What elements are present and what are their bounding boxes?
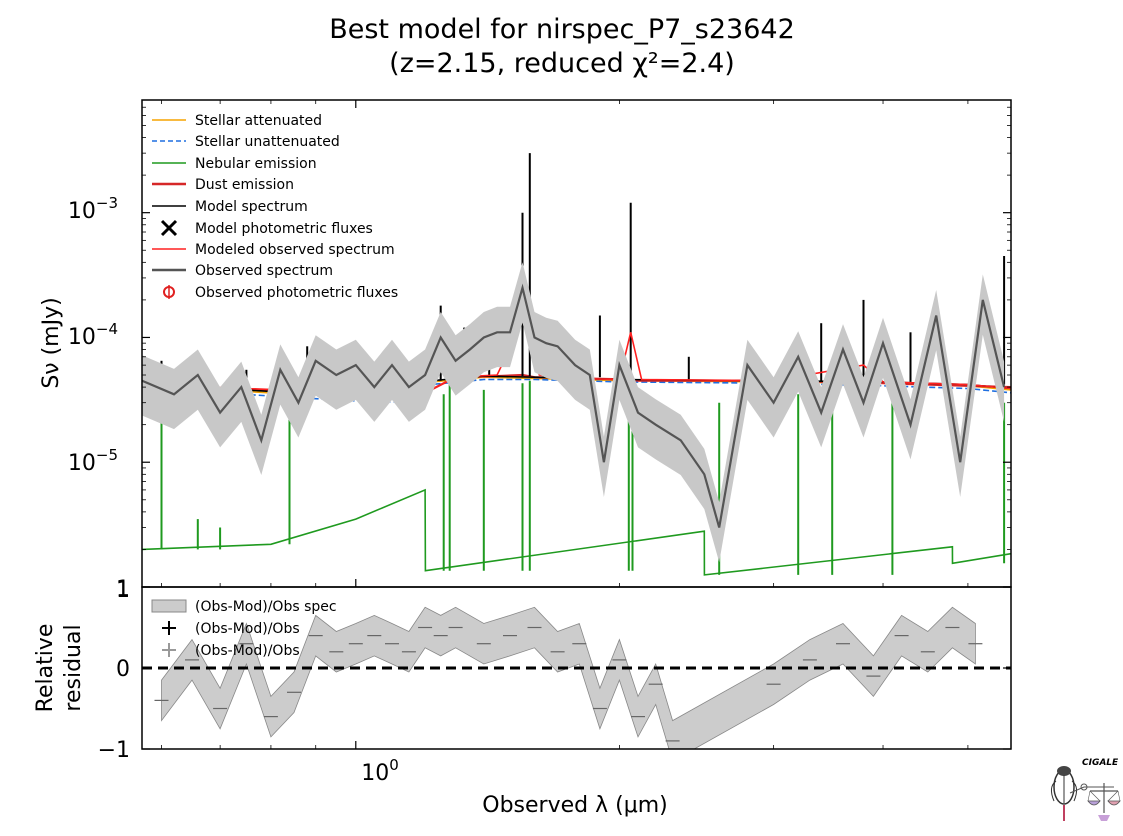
cigale-logo-text: CIGALE	[1082, 758, 1119, 768]
y-axis-label: Sν (mJy)	[39, 297, 64, 388]
legend-marker-observed-photometric-circle	[163, 285, 175, 299]
main-plot-area	[142, 153, 1011, 576]
chart-title-line2: (z=2.15, reduced χ²=2.4)	[389, 48, 735, 79]
series-stellar-unattenuated	[142, 378, 1011, 404]
residual-plot-area	[142, 606, 1011, 749]
legend-label-residual-phot: (Obs-Mod)/Obs	[195, 621, 300, 637]
legend-label-observed-photometric-fluxes: Observed photometric fluxes	[195, 285, 398, 301]
x-axis-label: Observed λ (μm)	[482, 793, 667, 818]
balance-scale-icon	[1087, 783, 1121, 821]
residual-legend: (Obs-Mod)/Obs spec (Obs-Mod)/Obs (Obs-Mo…	[151, 599, 337, 659]
legend-label-modeled-observed-spectrum: Modeled observed spectrum	[195, 242, 395, 258]
legend-marker-residual-plus-grey	[162, 643, 176, 657]
cigale-logo: CIGALE	[1050, 758, 1121, 821]
series-observed-spectrum-band	[142, 262, 1005, 563]
series-nebular-emission	[142, 488, 1011, 576]
xtick-label-1: 100	[361, 756, 399, 786]
ytick-label-1e-5: 10−5	[68, 446, 118, 476]
legend-label-residual-phot-grey: (Obs-Mod)/Obs	[195, 643, 300, 659]
legend-label-nebular-emission: Nebular emission	[195, 156, 317, 172]
legend-marker-model-photometric-x	[160, 219, 178, 237]
cicada-icon	[1050, 766, 1114, 821]
residual-band	[161, 606, 976, 749]
legend-swatch-residual-spec	[151, 599, 187, 613]
main-legend: Stellar attenuated Stellar unattenuated …	[152, 113, 398, 301]
legend-label-model-spectrum: Model spectrum	[195, 199, 308, 215]
legend-marker-residual-plus-black	[162, 621, 176, 635]
ytick-label-bottom: 1	[116, 577, 130, 602]
res-ytick-label-0: 0	[116, 657, 130, 682]
legend-label-dust-emission: Dust emission	[195, 177, 294, 193]
legend-label-model-photometric-fluxes: Model photometric fluxes	[195, 221, 373, 237]
res-ytick-label-neg1: −1	[98, 738, 130, 763]
res-ytick-label-1: 1	[116, 578, 130, 603]
legend-label-observed-spectrum: Observed spectrum	[195, 263, 333, 279]
chart-title-line1: Best model for nirspec_P7_s23642	[329, 14, 795, 45]
ytick-label-1e-3: 10−3	[68, 194, 118, 224]
legend-label-residual-spec: (Obs-Mod)/Obs spec	[195, 599, 337, 615]
legend-label-stellar-unattenuated: Stellar unattenuated	[195, 134, 340, 150]
residual-y-label-line2: residual	[61, 624, 86, 711]
legend-label-stellar-attenuated: Stellar attenuated	[195, 113, 322, 129]
ytick-label-1e-4: 10−4	[68, 320, 118, 350]
axis-ticks	[142, 99, 1011, 750]
series-observed-spectrum	[142, 283, 1006, 528]
residual-y-label-line1: Relative	[33, 624, 58, 713]
